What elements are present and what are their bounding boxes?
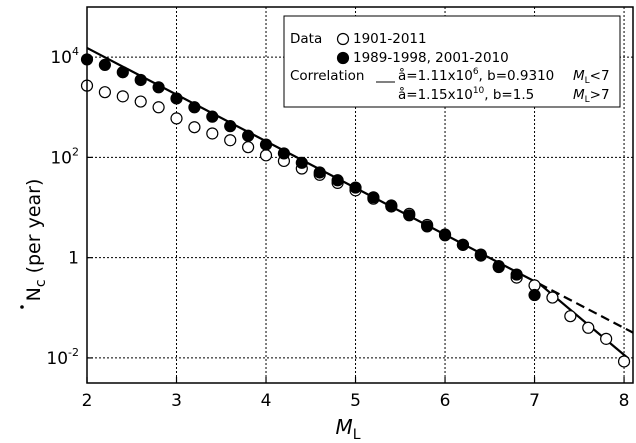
x-tick-label: 4 xyxy=(261,391,272,411)
y-label-dot xyxy=(20,305,24,309)
data-point-open xyxy=(134,95,147,108)
y-tick-label: 1 xyxy=(68,249,79,269)
legend-line-b-range: ML>7 xyxy=(573,87,610,105)
legend-line-a-range: ML<7 xyxy=(573,68,610,86)
svg-text:Nc (per year): Nc (per year) xyxy=(23,179,49,302)
data-point-filled xyxy=(421,220,434,233)
data-point-filled xyxy=(295,156,308,169)
data-point-open xyxy=(259,149,273,162)
x-tick-label: 2 xyxy=(82,391,93,411)
data-point-filled xyxy=(349,181,362,194)
data-point-filled xyxy=(403,209,416,222)
data-point-filled xyxy=(170,92,183,105)
legend-data-title: Data xyxy=(290,31,322,47)
data-point-open xyxy=(546,291,559,304)
y-tick-label: 10-2 xyxy=(46,346,79,369)
data-points xyxy=(80,53,631,368)
data-point-open xyxy=(170,112,183,125)
x-tick-label: 6 xyxy=(440,391,451,411)
data-point-open xyxy=(116,90,129,103)
data-point-open xyxy=(617,355,631,368)
data-point-filled xyxy=(313,166,326,179)
y-axis-label: Nc (per year) xyxy=(20,179,49,309)
data-point-filled xyxy=(134,73,147,87)
data-point-filled xyxy=(116,66,129,79)
y-tick-label: 102 xyxy=(50,145,79,168)
data-point-filled xyxy=(456,238,470,251)
data-point-open xyxy=(206,127,219,140)
legend-open-circle-marker xyxy=(336,32,350,46)
plot-frame xyxy=(86,6,634,384)
data-point-filled xyxy=(438,228,452,241)
data-point-open xyxy=(98,86,112,99)
legend-filled-circle-marker xyxy=(336,51,350,65)
data-point-open xyxy=(188,121,201,134)
data-point-filled xyxy=(188,101,201,114)
legend-series-2-label: 1989-1998, 2001-2010 xyxy=(353,50,509,66)
data-point-open xyxy=(582,321,595,334)
data-point-filled xyxy=(492,259,505,273)
data-point-open xyxy=(564,310,577,323)
x-tick-label: 8 xyxy=(619,391,630,411)
data-point-filled xyxy=(152,81,165,94)
x-tick-label: 7 xyxy=(529,391,540,411)
data-point-filled xyxy=(474,248,487,261)
legend-line-b-formula: å=1.15x1010, b=1.5 xyxy=(398,86,534,103)
data-point-filled xyxy=(224,120,237,133)
data-point-filled xyxy=(206,110,219,123)
legend-line-a-formula: å=1.11x106, b=0.9310 xyxy=(398,67,554,84)
data-point-filled xyxy=(331,174,344,187)
data-point-filled xyxy=(98,58,112,71)
data-point-filled xyxy=(510,268,523,281)
data-point-filled xyxy=(259,138,273,151)
data-point-open xyxy=(224,134,237,147)
data-point-filled xyxy=(277,147,291,160)
data-point-filled xyxy=(528,288,541,302)
x-tick-label: 5 xyxy=(350,391,361,411)
fit-line-extrapolated xyxy=(538,282,634,334)
legend-series-1-label: 1901-2011 xyxy=(353,31,427,47)
x-axis-label: ML xyxy=(335,415,360,443)
data-point-open xyxy=(242,141,255,154)
y-tick-label: 104 xyxy=(50,45,79,68)
axis-ticks: 2 3 4 5 6 7 8 10-2 1 102 104 xyxy=(46,45,629,411)
data-point-filled xyxy=(367,191,380,204)
data-point-filled xyxy=(385,200,398,213)
legend-correlation-title: Correlation xyxy=(290,68,364,84)
data-point-open xyxy=(152,101,165,114)
data-point-open xyxy=(600,332,613,345)
data-point-filled xyxy=(242,129,255,142)
x-tick-label: 3 xyxy=(171,391,182,411)
legend: Data 1901-2011 1989-1998, 2001-2010 Corr… xyxy=(283,15,621,108)
